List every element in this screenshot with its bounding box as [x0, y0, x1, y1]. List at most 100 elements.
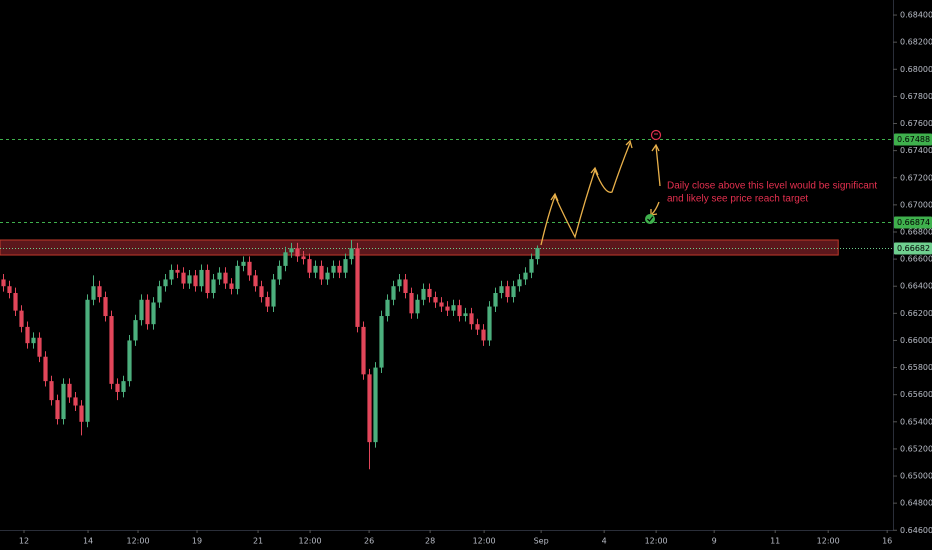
y-tick-label: 0.65800	[900, 363, 932, 372]
price-level-label: 0.66682	[897, 244, 930, 253]
candle-body	[433, 297, 438, 303]
candle-body	[421, 288, 426, 300]
candle-body	[241, 261, 246, 266]
candle-body	[517, 279, 522, 287]
check-arrow	[651, 201, 660, 215]
price-level-tag	[894, 216, 932, 229]
y-tick-label: 0.67000	[900, 200, 932, 209]
y-tick-label: 0.66400	[900, 282, 932, 291]
arrow-head	[625, 139, 633, 149]
candle-body	[397, 279, 402, 287]
candle-body	[181, 272, 186, 284]
candle-body	[289, 248, 294, 253]
candle-body	[67, 383, 72, 398]
resistance-zone	[0, 239, 839, 256]
arrow-head	[651, 143, 660, 152]
candle-body	[145, 299, 150, 325]
candle-body	[283, 252, 288, 266]
candle-body	[265, 297, 270, 307]
candle-body	[61, 383, 66, 420]
x-tick-label: 14	[83, 537, 93, 546]
x-tick-label: 12	[19, 537, 29, 546]
candle-body	[271, 279, 276, 307]
candle-body	[415, 299, 420, 314]
candle-body	[187, 275, 192, 284]
annotation-line: and likely see price reach target	[667, 194, 808, 205]
candle-body	[277, 265, 282, 280]
candle-body	[139, 299, 144, 321]
y-tick-label: 0.68200	[900, 38, 932, 47]
candle-body	[175, 269, 180, 273]
candle-body	[193, 275, 198, 287]
y-tick-label: 0.67200	[900, 173, 932, 182]
candle-body	[115, 383, 120, 392]
candle-body	[463, 313, 468, 317]
candle-body	[493, 292, 498, 307]
y-tick-label: 0.67800	[900, 92, 932, 101]
annotation-line: Daily close above this level would be si…	[667, 181, 877, 192]
candle-body	[31, 337, 36, 344]
candle-body	[307, 259, 312, 273]
arrow-head	[550, 192, 559, 202]
candle-body	[379, 316, 384, 368]
candle-body	[313, 265, 318, 273]
level-layer	[0, 139, 893, 249]
candle-body	[325, 272, 330, 280]
candle-body	[109, 316, 114, 384]
price-level-tag	[894, 133, 932, 146]
x-tick-label: 12:00	[817, 537, 840, 546]
candle-body	[427, 288, 432, 298]
candle-body	[301, 256, 306, 260]
candle-body	[121, 381, 126, 392]
y-tick-label: 0.65600	[900, 390, 932, 399]
y-tick-label: 0.66800	[900, 227, 932, 236]
x-tick-label: 16	[882, 537, 892, 546]
candle-layer	[1, 240, 540, 470]
y-tick-label: 0.64800	[900, 499, 932, 508]
candle-body	[13, 292, 18, 311]
candle-body	[355, 248, 360, 327]
candle-body	[451, 305, 456, 311]
x-tick-label: 28	[425, 537, 435, 546]
candle-body	[535, 247, 540, 260]
y-tick-label: 0.67600	[900, 119, 932, 128]
candle-body	[19, 310, 24, 327]
y-tick-label: 0.65000	[900, 472, 932, 481]
candle-body	[457, 305, 462, 317]
candle-body	[505, 286, 510, 298]
candle-body	[157, 286, 162, 303]
candle-body	[97, 286, 102, 298]
candle-body	[391, 286, 396, 300]
candle-body	[499, 286, 504, 293]
candle-body	[151, 302, 156, 325]
candle-body	[55, 400, 60, 420]
x-tick-label: 12:00	[473, 537, 496, 546]
candle-body	[337, 265, 342, 273]
projection-path	[540, 142, 631, 246]
y-tick-label: 0.66200	[900, 309, 932, 318]
x-tick-label: 11	[770, 537, 780, 546]
candle-body	[373, 367, 378, 443]
x-tick-label: 4	[602, 537, 607, 546]
x-tick-label: 12:00	[299, 537, 322, 546]
y-tick-label: 0.65400	[900, 417, 932, 426]
candle-body	[439, 302, 444, 307]
x-tick-label: 9	[712, 537, 717, 546]
candle-body	[295, 248, 300, 257]
candle-body	[475, 324, 480, 330]
y-tick-label: 0.66000	[900, 336, 932, 345]
candle-body	[319, 265, 324, 280]
x-tick-label: 12:00	[645, 537, 668, 546]
candle-body	[349, 248, 354, 260]
zone-layer	[0, 239, 839, 256]
candle-body	[103, 297, 108, 317]
y-tick-label: 0.66600	[900, 255, 932, 264]
candle-body	[523, 272, 528, 280]
y-tick-label: 0.68000	[900, 65, 932, 74]
candle-body	[223, 272, 228, 284]
candle-body	[511, 286, 516, 298]
candle-body	[487, 306, 492, 341]
target-arrow	[655, 145, 661, 187]
